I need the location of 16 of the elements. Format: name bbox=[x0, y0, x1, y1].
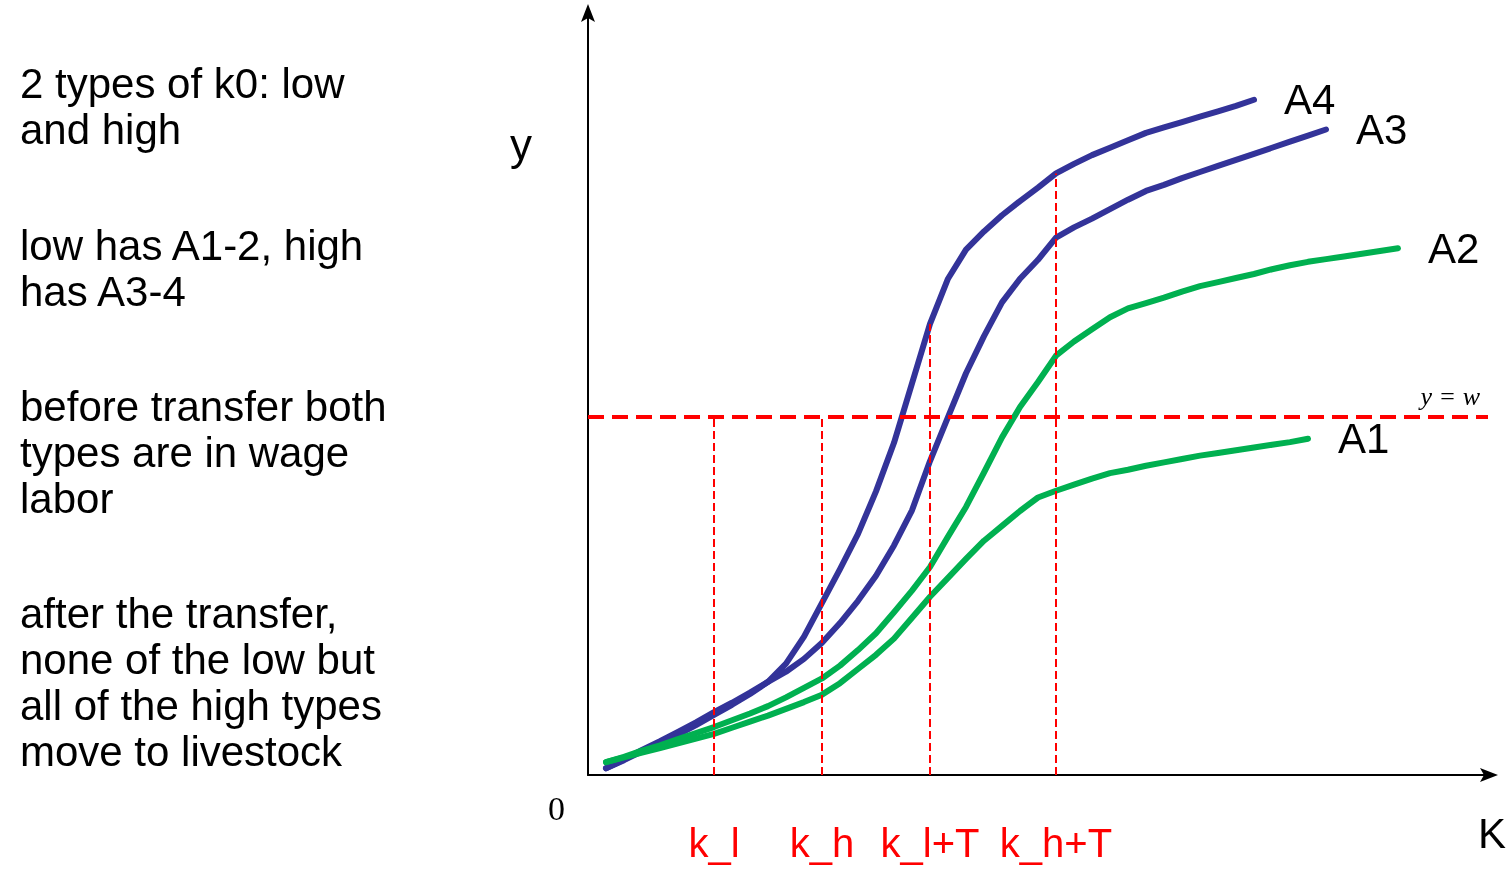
x-tick-label: k_h+T bbox=[999, 821, 1113, 865]
text: after the transfer, none of the low but all of the high types move to livestock bbox=[20, 589, 394, 775]
x-tick-label: k_h bbox=[789, 821, 855, 865]
y-axis-title: y bbox=[510, 119, 532, 169]
x-tick-label: k_l+T bbox=[880, 821, 980, 865]
text: low has A1-2, high has A3-4 bbox=[20, 221, 375, 315]
series-label: A3 bbox=[1356, 105, 1408, 153]
series-label: A1 bbox=[1338, 415, 1390, 463]
text: 0 bbox=[548, 789, 565, 827]
ref-line-label: y = w bbox=[1417, 381, 1481, 411]
x-axis-title: K bbox=[1478, 809, 1507, 857]
series-label: A4 bbox=[1284, 76, 1336, 124]
text: before transfer both types are in wage labor bbox=[20, 382, 399, 522]
series-label: A2 bbox=[1428, 224, 1480, 272]
text: 2 types of k0: low and high bbox=[20, 59, 357, 153]
x-tick-label: k_l bbox=[688, 821, 740, 865]
